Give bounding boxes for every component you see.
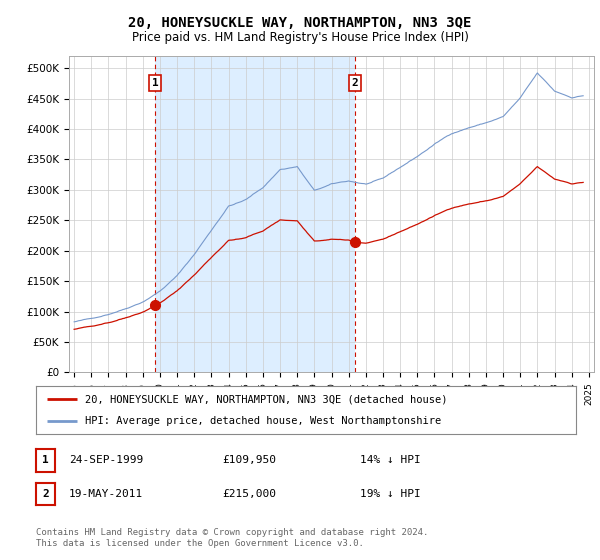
Text: 1: 1 [42, 455, 49, 465]
Text: £215,000: £215,000 [222, 489, 276, 499]
Text: 20, HONEYSUCKLE WAY, NORTHAMPTON, NN3 3QE: 20, HONEYSUCKLE WAY, NORTHAMPTON, NN3 3Q… [128, 16, 472, 30]
Text: 2: 2 [42, 489, 49, 499]
Text: 14% ↓ HPI: 14% ↓ HPI [360, 455, 421, 465]
Text: £109,950: £109,950 [222, 455, 276, 465]
Text: Price paid vs. HM Land Registry's House Price Index (HPI): Price paid vs. HM Land Registry's House … [131, 31, 469, 44]
Text: 20, HONEYSUCKLE WAY, NORTHAMPTON, NN3 3QE (detached house): 20, HONEYSUCKLE WAY, NORTHAMPTON, NN3 3Q… [85, 394, 447, 404]
Text: HPI: Average price, detached house, West Northamptonshire: HPI: Average price, detached house, West… [85, 416, 441, 426]
Text: 2: 2 [352, 78, 359, 88]
Text: Contains HM Land Registry data © Crown copyright and database right 2024.
This d: Contains HM Land Registry data © Crown c… [36, 528, 428, 548]
Text: 19-MAY-2011: 19-MAY-2011 [69, 489, 143, 499]
Bar [155, 56, 355, 372]
Text: 19% ↓ HPI: 19% ↓ HPI [360, 489, 421, 499]
Text: 24-SEP-1999: 24-SEP-1999 [69, 455, 143, 465]
Text: 1: 1 [152, 78, 158, 88]
